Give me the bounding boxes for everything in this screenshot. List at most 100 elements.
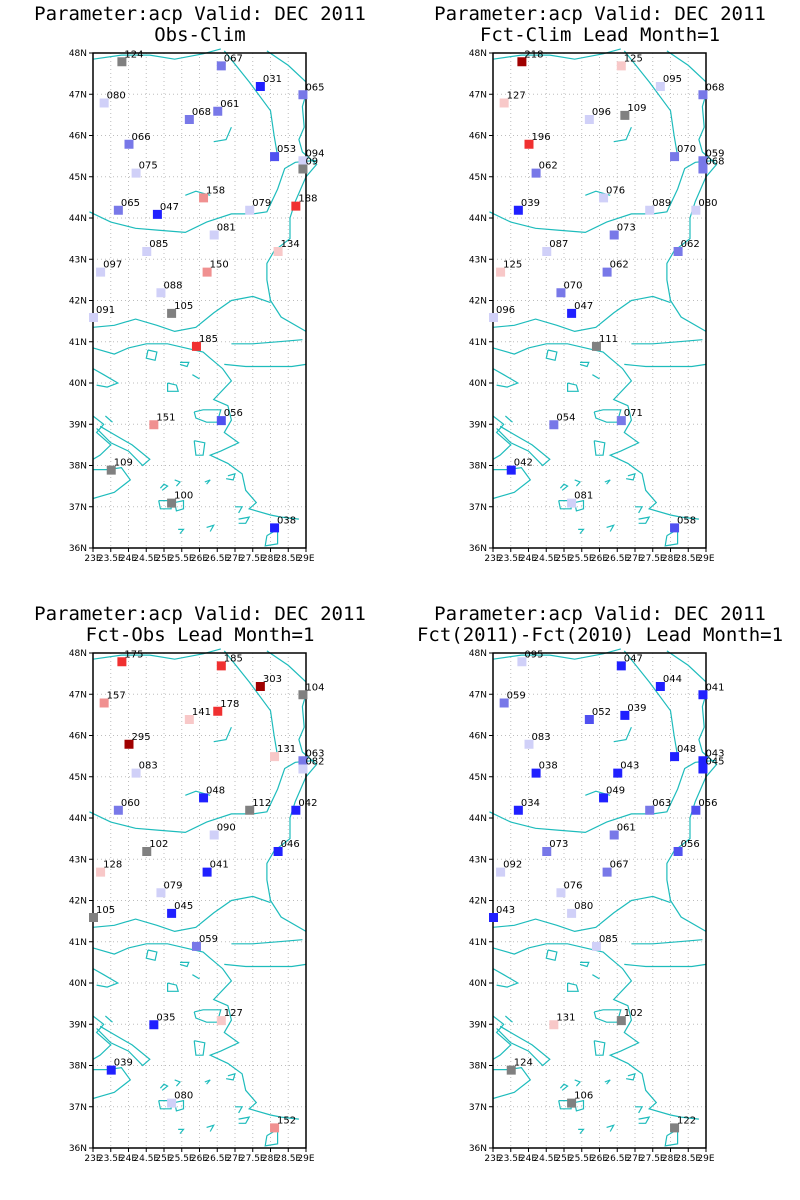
station-label: 076	[563, 880, 582, 891]
station-label: 125	[503, 260, 522, 271]
station-label: 062	[610, 260, 629, 271]
coastline	[593, 1040, 606, 1056]
station-marker	[191, 341, 201, 351]
station-marker	[616, 61, 626, 71]
lon-tick-label: 27.5E	[640, 1154, 666, 1164]
coastline	[213, 126, 232, 143]
station-label: 158	[206, 185, 225, 196]
station-label: 109	[114, 458, 133, 469]
station-label: 131	[277, 744, 296, 755]
lat-tick-label: 44N	[469, 214, 487, 224]
coastline	[92, 295, 271, 333]
lon-tick-label: 23E	[84, 1154, 101, 1164]
station-label: 070	[677, 144, 696, 155]
coastline	[92, 415, 112, 460]
lat-tick-label: 38N	[69, 1062, 87, 1072]
station-label: 295	[132, 732, 151, 743]
station-marker	[620, 110, 630, 120]
station-marker	[549, 1020, 559, 1030]
station-marker	[691, 205, 701, 215]
station-marker	[499, 98, 509, 108]
station-label: 045	[174, 901, 193, 912]
coastline	[545, 349, 558, 362]
station-marker	[567, 308, 577, 318]
station-marker	[202, 267, 212, 277]
lat-tick-label: 47N	[469, 690, 487, 700]
panel-subtitle: Fct(2011)-Fct(2010) Lead Month=1	[416, 624, 784, 646]
lon-tick-label: 28E	[262, 554, 279, 564]
station-marker	[531, 768, 541, 778]
coastline	[223, 50, 279, 157]
lon-tick-label: 28E	[662, 554, 679, 564]
station-label: 092	[503, 860, 522, 871]
panel-title-line-1: Parameter:acp Valid: DEC 2011	[434, 3, 766, 25]
lon-tick-label: 27.5E	[240, 554, 266, 564]
lon-tick-label: 24.5E	[133, 1154, 159, 1164]
lat-tick-label: 48N	[469, 49, 487, 59]
station-label: 039	[521, 198, 540, 209]
station-label: 031	[263, 74, 282, 85]
station-label: 058	[677, 515, 696, 526]
lat-tick-label: 40N	[469, 979, 487, 989]
lon-tick-label: 23E	[484, 1154, 501, 1164]
station-label: 041	[705, 682, 724, 693]
station-marker	[106, 465, 116, 475]
station-marker	[270, 752, 280, 762]
station-label: 125	[624, 53, 643, 64]
station-label: 083	[139, 761, 158, 772]
coastline	[174, 499, 185, 512]
coastline	[635, 506, 644, 514]
station-label: 091	[96, 305, 115, 316]
lon-tick-label: 23.5E	[98, 554, 124, 564]
panel-subtitle: Fct-Clim Lead Month=1	[479, 24, 721, 46]
lat-tick-label: 44N	[69, 214, 87, 224]
coastline	[224, 363, 307, 368]
station-marker	[670, 523, 680, 533]
map-panel-fct-clim: Parameter:acp Valid: DEC 2011 Fct-Clim L…	[400, 0, 800, 600]
lat-tick-label: 40N	[469, 379, 487, 389]
coastline	[496, 425, 551, 467]
station-label: 049	[606, 785, 625, 796]
station-label: 061	[617, 823, 636, 834]
station-label: 056	[681, 839, 700, 850]
station-label: 059	[705, 148, 724, 159]
lat-tick-label: 41N	[469, 938, 487, 948]
lat-tick-label: 41N	[469, 338, 487, 348]
station-label: 047	[624, 653, 643, 664]
station-label: 105	[174, 301, 193, 312]
lat-tick-label: 37N	[469, 1103, 487, 1113]
map-plot: 48N47N46N45N44N43N42N41N40N39N38N37N36N2…	[69, 648, 325, 1164]
coastline	[578, 1128, 585, 1134]
station-marker	[584, 115, 594, 124]
station-label: 102	[149, 839, 168, 850]
station-label: 043	[496, 905, 515, 916]
lon-tick-label: 26E	[191, 554, 208, 564]
coastline	[631, 939, 703, 945]
coastline	[496, 1025, 551, 1067]
coastline	[231, 339, 303, 345]
coastline	[574, 499, 585, 512]
lat-tick-label: 39N	[69, 420, 87, 430]
station-marker	[96, 867, 106, 877]
station-marker	[298, 156, 308, 166]
station-marker	[99, 98, 109, 108]
station-label: 102	[624, 1008, 643, 1019]
lat-tick-label: 42N	[69, 297, 87, 307]
station-marker	[167, 908, 177, 918]
station-label: 112	[252, 798, 271, 809]
station-label: 042	[298, 798, 317, 809]
lat-tick-label: 46N	[69, 132, 87, 142]
station-marker	[524, 139, 534, 149]
station-marker	[142, 247, 152, 256]
station-label: 157	[107, 691, 126, 702]
station-marker	[489, 313, 498, 322]
station-label: 185	[199, 334, 218, 345]
lon-tick-label: 26.5E	[604, 554, 630, 564]
station-label: 111	[599, 334, 618, 345]
station-marker	[216, 1016, 226, 1026]
coastline	[492, 295, 671, 333]
station-label: 094	[305, 148, 324, 159]
lat-tick-label: 46N	[469, 132, 487, 142]
lon-tick-label: 23.5E	[98, 1154, 124, 1164]
coastline	[558, 1100, 572, 1110]
